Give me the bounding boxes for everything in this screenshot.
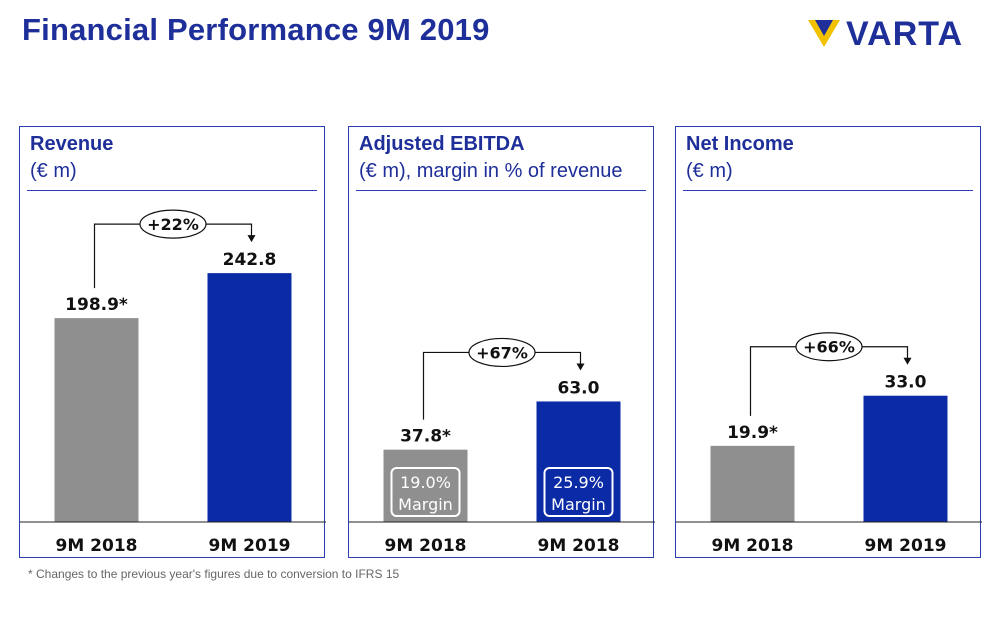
change-ellipse bbox=[468, 337, 536, 368]
ebitda-panel: Adjusted EBITDA (€ m), margin in % of re… bbox=[348, 126, 655, 558]
margin-box bbox=[543, 467, 614, 517]
margin-box bbox=[390, 467, 461, 517]
value-label: 37.8* bbox=[400, 427, 451, 447]
bar bbox=[207, 273, 292, 522]
change-label: +66% bbox=[803, 338, 855, 357]
divider bbox=[683, 190, 973, 191]
bar bbox=[710, 445, 795, 522]
value-label: 19.9* bbox=[727, 423, 778, 443]
divider bbox=[27, 190, 317, 191]
panel-subtitle: (€ m), margin in % of revenue bbox=[359, 160, 623, 182]
page-title: Financial Performance 9M 2019 bbox=[22, 12, 490, 47]
margin-label: Margin bbox=[551, 495, 606, 514]
change-label: +67% bbox=[476, 343, 528, 362]
net-income-panel: Net Income (€ m) 19.9* 9M 2018 33.0 9M 2019… bbox=[675, 126, 982, 558]
ebitda-chart: 37.8* 9M 2018 19.0% Margin 63.0 9M 2018 25.9% M… bbox=[349, 337, 655, 556]
varta-logo: VARTA bbox=[808, 15, 988, 53]
category-label: 9M 2018 bbox=[385, 536, 467, 556]
change-label: +22% bbox=[147, 215, 199, 234]
panel-title: Net Income bbox=[686, 133, 794, 155]
bar bbox=[383, 449, 468, 522]
category-label: 9M 2019 bbox=[209, 536, 291, 556]
arrow-head-icon bbox=[247, 235, 256, 243]
revenue-chart: 198.9* 9M 2018 242.8 9M 2019 +22% bbox=[20, 209, 326, 556]
arrow-head-icon bbox=[576, 363, 585, 371]
panel-subtitle: (€ m) bbox=[686, 160, 733, 182]
value-label: 63.0 bbox=[558, 378, 600, 398]
change-ellipse bbox=[139, 209, 207, 239]
panel-title: Revenue bbox=[30, 133, 114, 155]
footnote: * Changes to the previous year's figures… bbox=[28, 567, 400, 581]
margin-value: 19.0% bbox=[400, 473, 451, 492]
value-label: 33.0 bbox=[885, 373, 927, 393]
change-ellipse bbox=[795, 332, 863, 362]
bar bbox=[536, 401, 621, 522]
value-label: 242.8 bbox=[223, 250, 277, 270]
bar bbox=[54, 318, 139, 522]
value-label: 198.9* bbox=[65, 295, 128, 315]
category-label: 9M 2018 bbox=[56, 536, 138, 556]
revenue-panel: Revenue (€ m) 198.9* 9M 2018 242.8 9M 2019 +… bbox=[19, 126, 326, 558]
logo-text: VARTA bbox=[846, 15, 964, 53]
divider bbox=[356, 190, 646, 191]
margin-value: 25.9% bbox=[553, 473, 604, 492]
category-label: 9M 2018 bbox=[538, 536, 620, 556]
arrow-head-icon bbox=[903, 357, 912, 365]
category-label: 9M 2019 bbox=[865, 536, 947, 556]
varta-logo-mark-icon bbox=[808, 20, 840, 47]
category-label: 9M 2018 bbox=[712, 536, 794, 556]
bar bbox=[863, 395, 948, 522]
margin-label: Margin bbox=[398, 495, 453, 514]
panel-subtitle: (€ m) bbox=[30, 160, 77, 182]
panel-title: Adjusted EBITDA bbox=[359, 133, 525, 155]
net-income-chart: 19.9* 9M 2018 33.0 9M 2019 +66% bbox=[676, 332, 982, 556]
